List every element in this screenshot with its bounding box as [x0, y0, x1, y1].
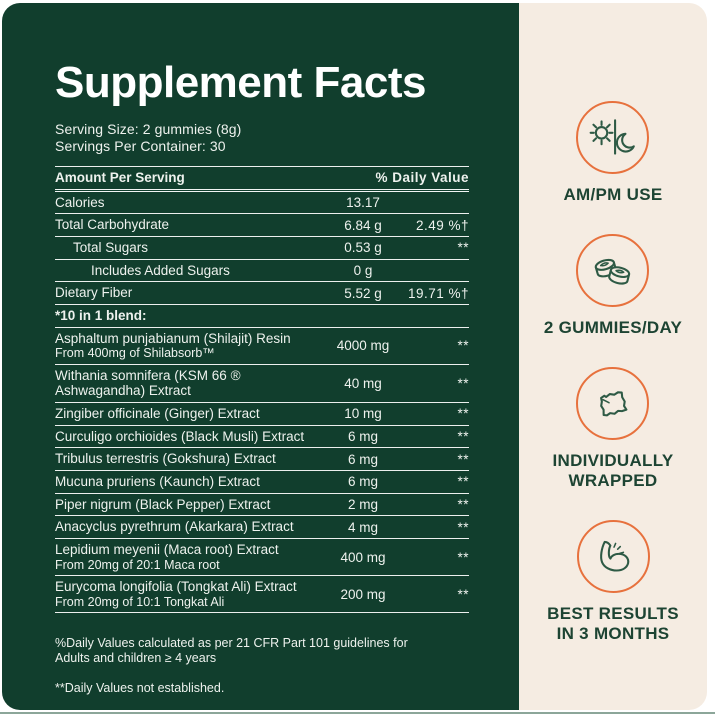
table-row-calories: Calories 13.17: [55, 192, 469, 215]
table-row-total-sugars: Total Sugars 0.53 g **: [55, 237, 469, 260]
facts-table: Amount Per Serving % Daily Value Calorie…: [55, 166, 469, 614]
row-name: Curculigo orchioides (Black Musli) Extra…: [55, 428, 305, 444]
footnotes: %Daily Values calculated as per 21 CFR P…: [55, 620, 469, 710]
serving-info: Serving Size: 2 gummies (8g) Servings Pe…: [55, 121, 469, 154]
row-dv: **: [457, 451, 469, 467]
row-dv: **: [457, 240, 469, 256]
blend-heading: *10 in 1 blend:: [55, 305, 469, 328]
row-amount: 0 g: [353, 262, 373, 278]
row-amount: 6.84 g: [344, 217, 382, 233]
table-row-ginger: Zingiber officinale (Ginger) Extract 10 …: [55, 403, 469, 426]
servings-per-container: Servings Per Container: 30: [55, 137, 226, 154]
table-row-carbohydrate: Total Carbohydrate 6.84 g 2.49 %†: [55, 214, 469, 237]
table-row-akarkara: Anacyclus pyrethrum (Akarkara) Extract 4…: [55, 516, 469, 540]
row-amount: 400 mg: [340, 549, 386, 565]
sidebar-item-label: 2 GUMMIES/DAY: [543, 318, 683, 338]
row-name: Mucuna pruriens (Kaunch) Extract: [55, 474, 260, 490]
table-row-black-musli: Curculigo orchioides (Black Musli) Extra…: [55, 426, 469, 449]
row-dv: 19.71 %†: [407, 285, 469, 301]
row-name: Calories: [55, 194, 105, 210]
sidebar-item-label: INDIVIDUALLY WRAPPED: [552, 451, 674, 491]
row-name: Zingiber officinale (Ginger) Extract: [55, 406, 260, 422]
footnote-daily-values: %Daily Values calculated as per 21 CFR P…: [55, 635, 408, 665]
bottom-edge-divider: [0, 712, 715, 714]
row-amount: 13.17: [346, 195, 380, 211]
gummies-icon: [594, 258, 631, 285]
row-amount: 40 mg: [344, 375, 382, 391]
panel-title: Supplement Facts: [55, 58, 426, 107]
row-amount: 4 mg: [347, 519, 378, 535]
sidebar-item-label: BEST RESULTS IN 3 MONTHS: [547, 604, 679, 644]
row-name: Lepidium meyenii (Maca root) Extract From…: [55, 542, 319, 572]
sidebar-item-wrapped: INDIVIDUALLY WRAPPED: [552, 367, 673, 491]
row-subtext: From 20mg of 20:1 Maca root: [55, 557, 220, 572]
row-amount: 4000 mg: [336, 338, 390, 354]
row-dv: **: [457, 497, 469, 513]
row-name: Anacyclus pyrethrum (Akarkara) Extract: [55, 519, 294, 535]
row-dv: **: [457, 406, 469, 422]
sidebar-item-gummies: 2 GUMMIES/DAY: [544, 234, 682, 338]
table-row-gokshura: Tribulus terrestris (Gokshura) Extract 6…: [55, 448, 469, 472]
header-dv-label: % Daily Value: [375, 170, 469, 186]
row-amount: 6 mg: [347, 429, 378, 445]
row-amount: 10 mg: [344, 406, 382, 422]
row-dv: **: [457, 519, 469, 535]
table-row-tongkat-ali: Eurycoma longifolia (Tongkat Ali) Extrac…: [55, 576, 469, 614]
row-name: Includes Added Sugars: [91, 262, 230, 278]
row-name: Asphaltum punjabianum (Shilajit) Resin Fr…: [55, 331, 319, 361]
row-subtext: From 400mg of Shilabsorb™: [55, 346, 215, 361]
row-amount: 0.53 g: [344, 240, 382, 256]
table-row-dietary-fiber: Dietary Fiber 5.52 g 19.71 %†: [55, 282, 469, 305]
row-dv: **: [457, 375, 469, 391]
row-dv: **: [457, 474, 469, 490]
table-row-black-pepper: Piper nigrum (Black Pepper) Extract 2 mg…: [55, 494, 469, 517]
row-dv: 2.49 %†: [415, 217, 469, 233]
row-name: Withania somnifera (KSM 66 ® Ashwagandha…: [55, 367, 241, 399]
bicep-icon: [600, 540, 630, 572]
table-row-maca: Lepidium meyenii (Maca root) Extract From…: [55, 539, 469, 577]
row-amount: 6 mg: [347, 474, 378, 490]
row-dv: **: [457, 429, 469, 445]
row-name: Total Carbohydrate: [55, 217, 170, 233]
serving-size: Serving Size: 2 gummies (8g): [55, 121, 242, 137]
header-amount-label: Amount Per Serving: [55, 170, 185, 186]
supplement-facts-card: Supplement Facts Serving Size: 2 gummies…: [2, 3, 707, 710]
table-row-added-sugars: Includes Added Sugars 0 g: [55, 260, 469, 283]
row-amount: 6 mg: [347, 451, 378, 467]
wrapper-icon: [600, 390, 628, 417]
table-row-ashwagandha: Withania somnifera (KSM 66 ® Ashwagandha…: [55, 365, 469, 404]
row-amount: 200 mg: [340, 586, 386, 602]
row-name: Total Sugars: [73, 240, 149, 255]
icon-circle: [576, 367, 650, 441]
row-name: Tribulus terrestris (Gokshura) Extract: [55, 451, 276, 467]
row-name: Dietary Fiber: [55, 285, 133, 301]
icon-circle: [576, 520, 650, 594]
sun-moon-icon: [589, 118, 635, 155]
sidebar-item-label: AM/PM USE: [563, 185, 663, 204]
facts-panel: Supplement Facts Serving Size: 2 gummies…: [2, 3, 519, 710]
table-row-kaunch: Mucuna pruriens (Kaunch) Extract 6 mg **: [55, 471, 469, 494]
footnote-not-established: **Daily Values not established.: [55, 681, 225, 696]
sidebar-item-results: BEST RESULTS IN 3 MONTHS: [547, 520, 679, 644]
row-dv: **: [457, 549, 469, 565]
row-subtext: From 20mg of 10:1 Tongkat Ali: [55, 594, 225, 609]
row-name: Eurycoma longifolia (Tongkat Ali) Extrac…: [55, 579, 319, 609]
row-dv: **: [457, 586, 469, 602]
benefits-sidebar: AM/PM USE: [519, 3, 707, 710]
table-header: Amount Per Serving % Daily Value: [55, 167, 469, 192]
row-dv: **: [457, 338, 469, 354]
row-name: Piper nigrum (Black Pepper) Extract: [55, 496, 271, 512]
row-amount: 5.52 g: [344, 285, 382, 301]
sidebar-item-am-pm: AM/PM USE: [563, 101, 662, 205]
icon-circle: [576, 234, 650, 308]
table-row-shilajit: Asphaltum punjabianum (Shilajit) Resin Fr…: [55, 328, 469, 365]
row-amount: 2 mg: [347, 497, 378, 513]
icon-circle: [576, 101, 650, 174]
